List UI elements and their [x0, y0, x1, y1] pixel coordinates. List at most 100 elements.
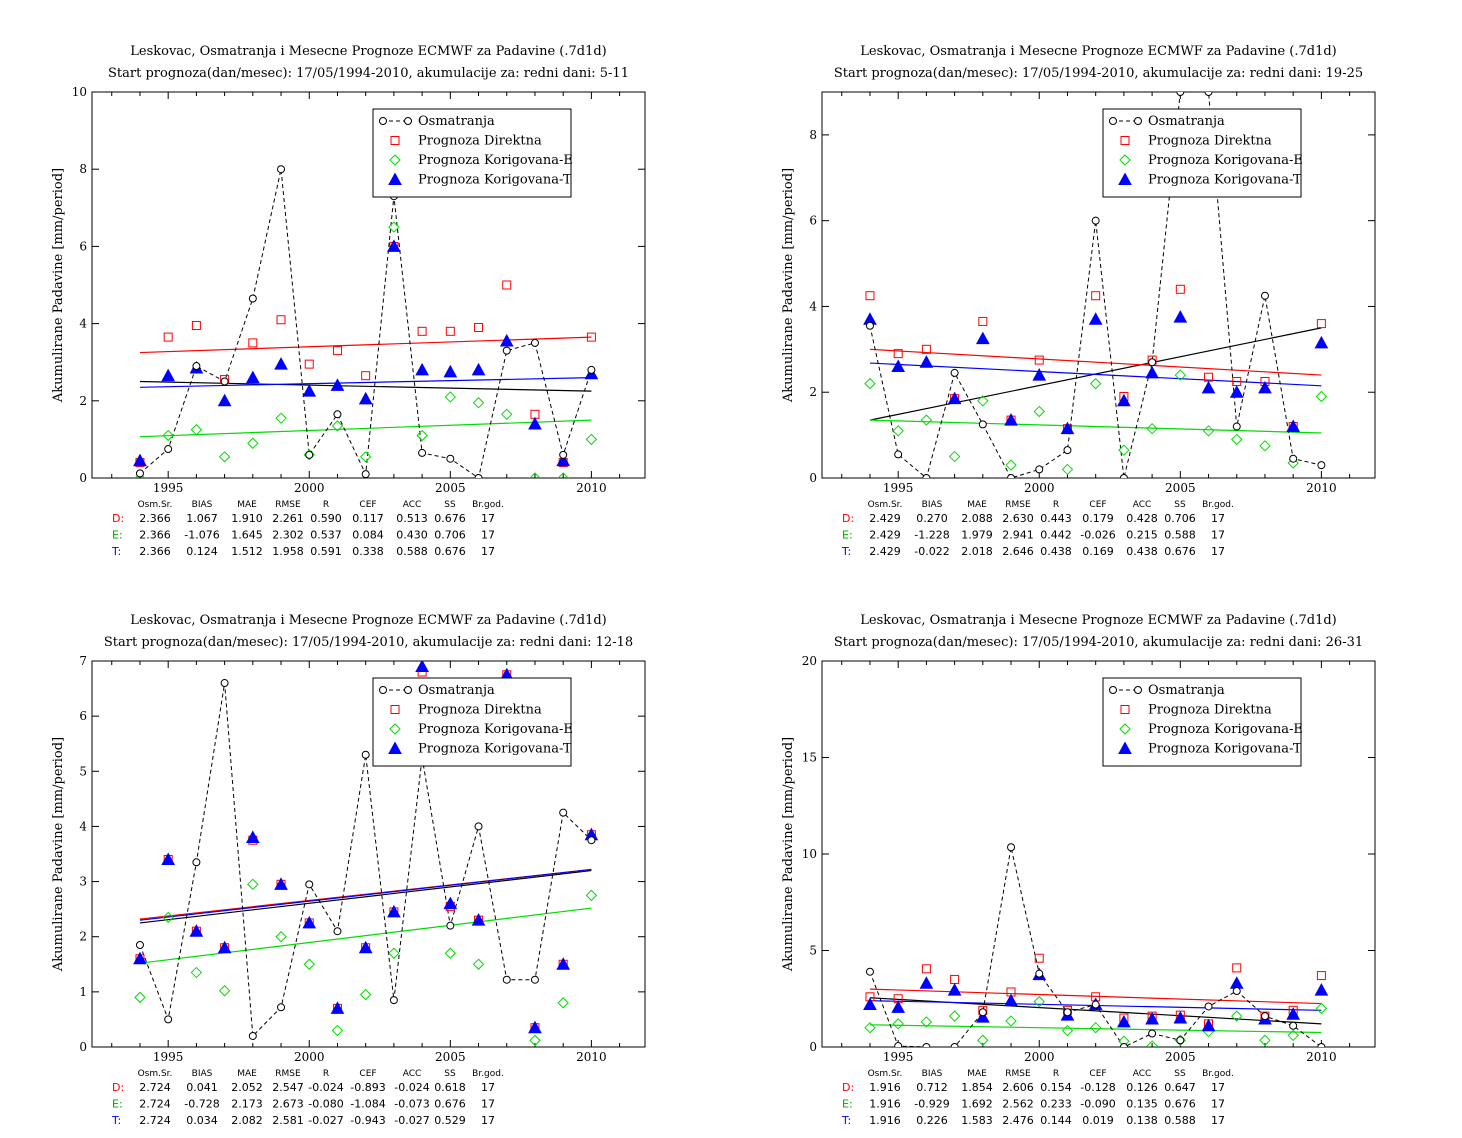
stats-value: 17	[481, 545, 495, 558]
legend-entry: Prognoza Direktna	[418, 134, 542, 149]
point-korE-2005	[1174, 369, 1187, 381]
stats-value: 1.854	[961, 1081, 993, 1094]
point-korT-2009	[1286, 1007, 1301, 1020]
point-korE-2007	[1231, 433, 1243, 446]
legend-marker-korE	[389, 154, 401, 166]
point-obs-2000	[1035, 969, 1044, 978]
point-korT-1998	[245, 370, 260, 384]
legend-entry: Prognoza Korigovana-T	[1148, 173, 1302, 188]
chart-panel-4: Leskovac, Osmatranja i Mesecne Prognoze …	[781, 613, 1376, 1127]
x-tick-label: 2000	[294, 481, 325, 495]
point-obs-2002	[1091, 216, 1100, 225]
stats-value: 0.338	[352, 545, 384, 558]
chart-subtitle: Start prognoza(dan/mesec): 17/05/1994-20…	[104, 635, 633, 650]
stats-header: Br.god.	[1202, 500, 1234, 510]
chart-subtitle: Start prognoza(dan/mesec): 17/05/1994-20…	[834, 635, 1363, 650]
point-korT-2008	[528, 1020, 542, 1034]
legend-entry: Prognoza Korigovana-E	[418, 153, 573, 168]
point-obs-2009	[559, 450, 568, 459]
stats-header: SS	[1174, 500, 1186, 510]
stats-value: 2.302	[272, 529, 304, 542]
point-korE-1997	[948, 450, 961, 463]
stats-header: SS	[1174, 1069, 1186, 1079]
legend-marker-obs	[404, 117, 412, 125]
stats-header: BIAS	[922, 1069, 943, 1079]
stats-value: 0.428	[1126, 512, 1158, 525]
chart-title: Leskovac, Osmatranja i Mesecne Prognoze …	[130, 44, 607, 59]
stats-value: 0.084	[352, 529, 384, 542]
point-korT-1999	[1004, 413, 1018, 426]
stats-header: Osm.Sr.	[138, 500, 173, 510]
point-obs-2000	[305, 450, 314, 459]
stats-value: 0.537	[310, 529, 342, 542]
point-obs-2006	[1204, 1002, 1213, 1011]
point-korE-1996	[920, 414, 933, 426]
y-tick-label: 20	[802, 654, 817, 668]
point-korE-2010	[585, 433, 598, 446]
stats-header: CEF	[359, 1069, 376, 1079]
stats-header: Br.god.	[472, 1069, 504, 1079]
trend-line-4	[139, 868, 592, 921]
legend: Osmatranja Prognoza Direktna Prognoza Kori…	[1102, 108, 1303, 198]
stats-header: CEF	[1089, 1069, 1106, 1079]
stats-value: 17	[481, 1098, 495, 1111]
x-tick-label: 2005	[435, 1050, 466, 1064]
point-direct-1995	[893, 349, 903, 359]
point-direct-1995	[163, 332, 173, 342]
point-direct-1998	[978, 316, 988, 326]
point-korE-2004	[1146, 1040, 1158, 1047]
point-obs-2004	[418, 448, 427, 457]
legend-marker-korT	[388, 741, 402, 754]
stats-value: 2.261	[272, 512, 304, 525]
stats-value: 2.724	[139, 1114, 171, 1127]
point-korE-2008	[1259, 1034, 1271, 1046]
point-korE-2002	[359, 988, 372, 1001]
point-obs-1994	[865, 967, 874, 976]
stats-row-label: D:	[112, 512, 124, 525]
stats-value: -0.022	[914, 545, 949, 558]
point-obs-2001	[1063, 446, 1072, 455]
point-obs-2010	[1317, 461, 1326, 470]
trend-line-3	[139, 419, 592, 438]
point-obs-1998	[978, 420, 987, 429]
stats-value: 17	[1211, 1114, 1225, 1127]
point-obs-2007	[1232, 987, 1241, 996]
stats-value: -0.929	[914, 1098, 949, 1111]
point-obs-2003	[389, 996, 398, 1005]
point-korE-1998	[977, 1034, 989, 1046]
y-tick-label: 0	[79, 1040, 87, 1054]
stats-header: BIAS	[192, 1069, 213, 1079]
legend-marker-direct	[390, 136, 400, 145]
point-korT-2003	[387, 904, 401, 918]
stats-value: 0.215	[1126, 529, 1158, 542]
point-obs-1998	[248, 1031, 257, 1040]
point-obs-2001	[333, 410, 342, 419]
point-obs-2005	[1176, 92, 1185, 96]
stats-value: -0.027	[308, 1114, 343, 1127]
stats-value: 2.941	[1002, 529, 1034, 542]
y-tick-label: 4	[79, 317, 87, 331]
point-korT-2009	[556, 957, 571, 970]
stats-row-label: D:	[112, 1081, 124, 1094]
legend-entry: Prognoza Direktna	[1148, 703, 1272, 718]
point-obs-1995	[894, 1042, 903, 1047]
chart-subtitle: Start prognoza(dan/mesec): 17/05/1994-20…	[108, 66, 629, 81]
stats-value: 0.676	[1164, 545, 1196, 558]
x-tick-label: 2000	[1024, 481, 1055, 495]
stats-value: 17	[1211, 545, 1225, 558]
stats-value: 17	[481, 1114, 495, 1127]
y-tick-label: 8	[809, 128, 817, 142]
stats-value: 17	[481, 529, 495, 542]
x-tick-label: 2000	[1024, 1050, 1055, 1064]
stats-value: -1.076	[184, 529, 219, 542]
stats-value: 0.034	[186, 1114, 218, 1127]
point-korE-2000	[303, 958, 315, 970]
point-korE-1994	[864, 1021, 876, 1034]
chart-title: Leskovac, Osmatranja i Mesecne Prognoze …	[860, 44, 1337, 59]
trend-line-3	[869, 419, 1322, 434]
y-tick-label: 2	[79, 394, 87, 408]
point-korE-2006	[472, 958, 485, 970]
point-obs-2002	[361, 470, 370, 478]
point-obs-2002	[361, 750, 370, 759]
point-korT-1997	[217, 940, 232, 954]
